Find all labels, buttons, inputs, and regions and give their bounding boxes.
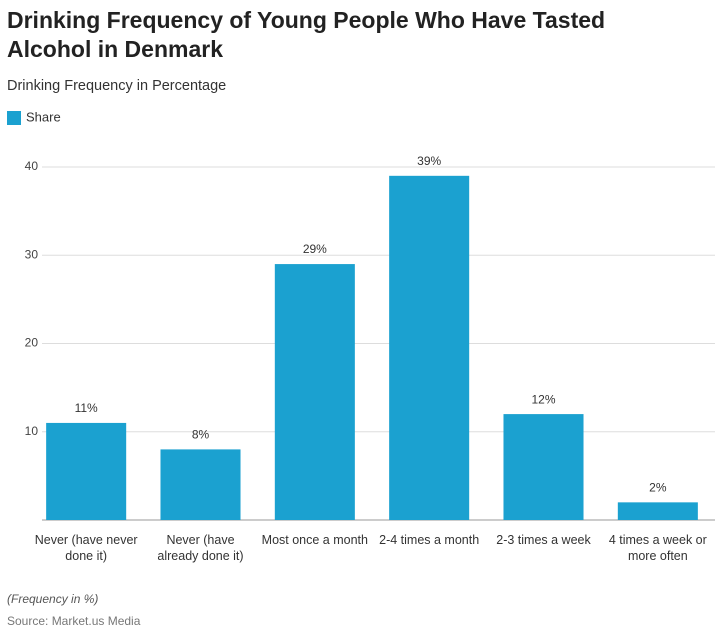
value-label: 11% bbox=[75, 401, 98, 415]
chart-title: Drinking Frequency of Young People Who H… bbox=[7, 7, 606, 62]
value-label: 2% bbox=[649, 481, 667, 495]
bar bbox=[160, 449, 241, 520]
footnote: (Frequency in %) bbox=[7, 592, 99, 606]
bar bbox=[503, 414, 584, 520]
y-tick-label: 10 bbox=[25, 424, 39, 438]
bar bbox=[617, 502, 698, 520]
value-label: 8% bbox=[192, 428, 210, 442]
y-tick-label: 30 bbox=[25, 247, 39, 261]
x-tick-label: Never (have never done it) bbox=[34, 533, 138, 563]
bar bbox=[46, 422, 127, 520]
x-tick-label: Most once a month bbox=[261, 533, 368, 547]
legend-label: Share bbox=[26, 109, 61, 124]
value-label: 12% bbox=[531, 392, 555, 406]
legend-swatch bbox=[7, 111, 21, 125]
chart-subtitle: Drinking Frequency in Percentage bbox=[7, 78, 227, 94]
bar bbox=[389, 175, 470, 520]
value-label: 39% bbox=[417, 154, 441, 168]
bar bbox=[274, 264, 355, 520]
source: Source: Market.us Media bbox=[7, 614, 141, 628]
y-tick-label: 40 bbox=[25, 159, 39, 173]
x-tick-label: 2-4 times a month bbox=[379, 533, 480, 547]
x-tick-label: 4 times a week or more often bbox=[608, 533, 707, 563]
x-tick-label: Never (have already done it) bbox=[157, 533, 244, 563]
y-tick-label: 20 bbox=[25, 336, 39, 350]
x-tick-label: 2-3 times a week bbox=[496, 533, 591, 547]
value-label: 29% bbox=[303, 242, 327, 256]
